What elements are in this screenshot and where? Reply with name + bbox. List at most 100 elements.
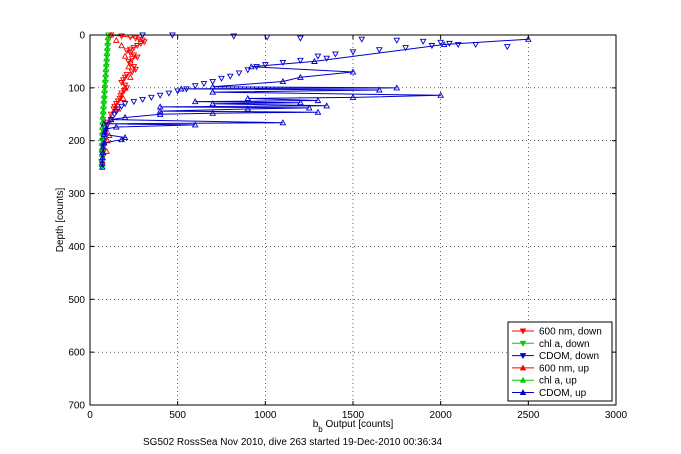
y-tick-label: 100 (68, 83, 85, 94)
data-point (101, 86, 108, 94)
data-point (100, 120, 108, 127)
data-point (121, 134, 129, 141)
data-point (349, 49, 357, 56)
legend-entry: chl a, up (512, 376, 577, 387)
data-point (99, 108, 107, 115)
y-tick-label: 0 (79, 31, 85, 42)
data-point (297, 57, 304, 64)
data-point (440, 40, 448, 48)
data-point (119, 94, 127, 101)
x-tick-label: 3000 (605, 410, 628, 421)
y-tick-label: 200 (68, 136, 85, 147)
x-tick-label: 2000 (430, 410, 453, 421)
data-point (230, 33, 238, 40)
data-point (191, 98, 199, 105)
data-point (235, 70, 243, 77)
data-point (128, 69, 136, 76)
data-point (103, 44, 111, 51)
legend-entry: CDOM, down (512, 351, 599, 362)
data-point (358, 36, 366, 43)
data-point (103, 49, 111, 57)
legend-marker (519, 376, 527, 383)
legend-entry: CDOM, up (512, 388, 587, 399)
data-point (112, 36, 120, 43)
data-point (305, 104, 313, 111)
data-point (226, 73, 234, 80)
data-point (244, 94, 252, 101)
legend-label: 600 nm, up (539, 363, 589, 374)
data-point (100, 97, 108, 104)
data-point (261, 62, 269, 69)
data-point (121, 52, 129, 59)
data-point (311, 57, 318, 64)
data-point (297, 35, 304, 42)
legend-marker (519, 364, 527, 371)
data-point (125, 63, 132, 70)
data-point (126, 73, 134, 80)
data-point (191, 121, 199, 128)
data-point (103, 55, 110, 62)
data-point (200, 81, 208, 88)
data-point (104, 39, 111, 46)
data-point (209, 100, 217, 107)
data-point (156, 92, 164, 99)
data-point (191, 83, 199, 90)
data-point (148, 94, 155, 101)
data-point (332, 51, 339, 58)
data-point (99, 102, 107, 109)
y-tick-label: 300 (68, 189, 85, 200)
data-point (104, 34, 112, 41)
y-tick-label: 600 (68, 348, 85, 359)
data-point (375, 47, 383, 54)
legend-marker (519, 340, 527, 347)
data-point (437, 39, 445, 46)
data-point (101, 81, 109, 88)
x-tick-label: 0 (87, 410, 93, 421)
legend-marker (519, 353, 527, 360)
y-tick-label: 400 (68, 242, 85, 253)
data-point (314, 97, 322, 104)
data-point (107, 111, 115, 118)
data-point (177, 85, 185, 92)
legend-label: CDOM, down (539, 351, 599, 362)
legend-label: 600 nm, down (539, 327, 602, 338)
data-point (209, 78, 217, 86)
data-point (503, 44, 511, 51)
data-point (121, 84, 129, 91)
legend-entry: 600 nm, down (512, 327, 602, 338)
data-point (375, 86, 383, 93)
data-point (99, 154, 106, 161)
x-axis-title: bb Output [counts] (313, 419, 394, 434)
legend-label: chl a, up (539, 376, 577, 387)
data-point (103, 147, 111, 154)
data-point (209, 109, 217, 116)
data-point (156, 107, 164, 114)
data-point (454, 41, 462, 49)
x-tick-label: 500 (169, 410, 186, 421)
data-point (349, 68, 357, 75)
data-point (419, 38, 427, 45)
legend-entry: 600 nm, up (512, 363, 589, 374)
data-point (402, 45, 409, 52)
data-point (279, 77, 287, 85)
data-point (118, 136, 125, 143)
data-point (107, 116, 115, 123)
data-point (314, 108, 322, 115)
data-point (102, 60, 110, 67)
data-point (323, 102, 331, 109)
data-point (118, 33, 125, 40)
data-point (297, 73, 304, 80)
data-point (100, 139, 108, 146)
data-point (349, 93, 357, 100)
data-point (165, 90, 173, 97)
data-point (524, 35, 532, 42)
legend-marker (519, 328, 527, 335)
data-point (279, 59, 287, 67)
data-point (437, 91, 445, 98)
data-point (102, 71, 109, 78)
data-point (133, 54, 141, 61)
legend-box (507, 321, 613, 402)
data-point (156, 110, 164, 117)
